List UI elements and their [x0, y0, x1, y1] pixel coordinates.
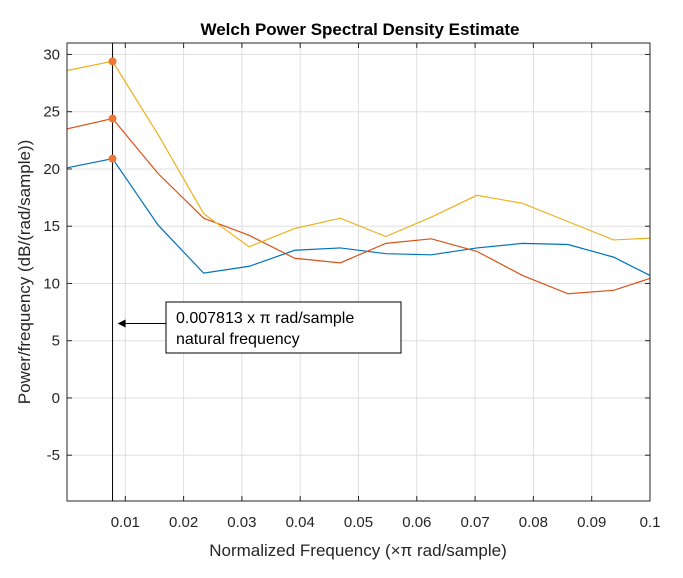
x-tick-label: 0.09 — [577, 514, 606, 531]
x-axis-label: Normalized Frequency (×π rad/sample) — [209, 541, 507, 560]
y-tick-label: 25 — [43, 104, 60, 121]
x-tick-label: 0.03 — [227, 514, 256, 531]
x-tick-label: 0.05 — [344, 514, 373, 531]
y-tick-label: 5 — [52, 333, 60, 350]
series-line-3 — [67, 60, 650, 248]
annotation-line-1: 0.007813 x π rad/sample — [176, 310, 354, 327]
y-tick-label: 15 — [43, 218, 60, 235]
x-tick-label: 0.06 — [402, 514, 431, 531]
annotation: 0.007813 x π rad/sample natural frequenc… — [117, 301, 402, 354]
y-tick-label: 20 — [43, 161, 60, 178]
x-tick-label: 0.08 — [519, 514, 548, 531]
x-tick-label: 0.04 — [286, 514, 315, 531]
y-tick-label: 30 — [43, 46, 60, 63]
peak-marker — [108, 114, 117, 123]
annotation-line-2: natural frequency — [176, 331, 300, 348]
y-tick-label: -5 — [47, 447, 60, 464]
x-tick-label: 0.07 — [460, 514, 489, 531]
x-tick-label: 0.01 — [111, 514, 140, 531]
peak-marker — [108, 154, 117, 163]
annotation-arrow-head — [117, 319, 126, 328]
series-lines — [67, 60, 650, 295]
chart-title: Welch Power Spectral Density Estimate — [200, 20, 519, 39]
peak-marker — [108, 57, 117, 66]
series-line-2 — [67, 117, 650, 295]
y-tick-label: 10 — [43, 275, 60, 292]
x-tick-label: 0.1 — [640, 514, 661, 531]
y-axis-label: Power/frequency (dB/(rad/sample)) — [15, 140, 34, 405]
annotation-box — [165, 301, 402, 354]
y-tick-label: 0 — [52, 390, 60, 407]
axis-ticks: 0.01 0.02 0.03 0.04 0.05 0.06 0.07 0.08 0.09 0.1 -… — [43, 43, 660, 531]
natural-frequency-marker — [108, 43, 117, 501]
x-tick-label: 0.02 — [169, 514, 198, 531]
series-line-1 — [67, 157, 650, 277]
